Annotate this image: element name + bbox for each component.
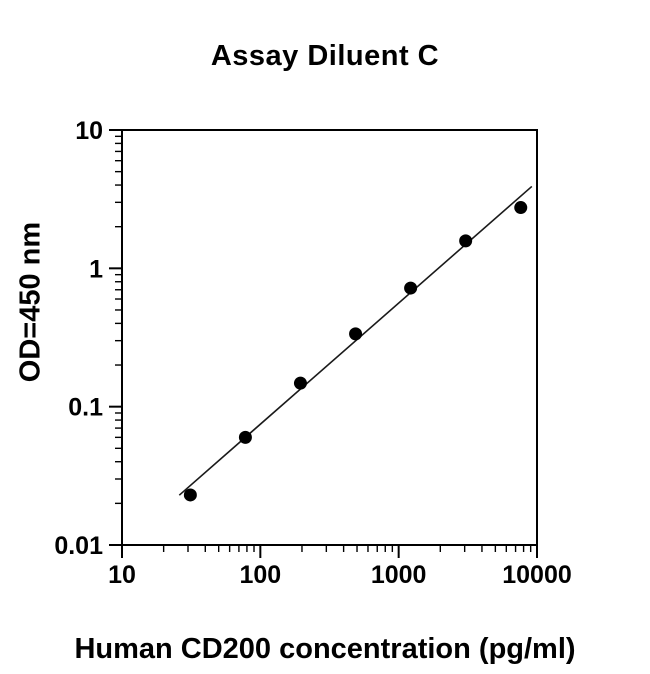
y-tick-label: 0.1 <box>68 394 103 422</box>
x-tick-label: 10000 <box>502 561 572 589</box>
y-tick-label: 1 <box>89 255 103 283</box>
data-point <box>238 430 252 444</box>
x-tick-label: 10 <box>108 561 136 589</box>
data-point <box>293 376 307 390</box>
y-tick-label: 10 <box>75 117 103 145</box>
plot-frame <box>121 129 538 546</box>
y-tick-label: 0.01 <box>54 532 103 560</box>
chart-title: Assay Diluent C <box>210 40 440 72</box>
x-tick-label: 100 <box>239 561 281 589</box>
data-point <box>404 281 418 295</box>
data-point <box>459 234 473 248</box>
x-axis-label: Human CD200 concentration (pg/ml) <box>74 633 576 665</box>
data-point <box>349 327 363 341</box>
data-point <box>514 201 528 215</box>
data-point <box>183 488 197 502</box>
x-tick-label: 1000 <box>371 561 427 589</box>
trend-line <box>178 185 533 496</box>
